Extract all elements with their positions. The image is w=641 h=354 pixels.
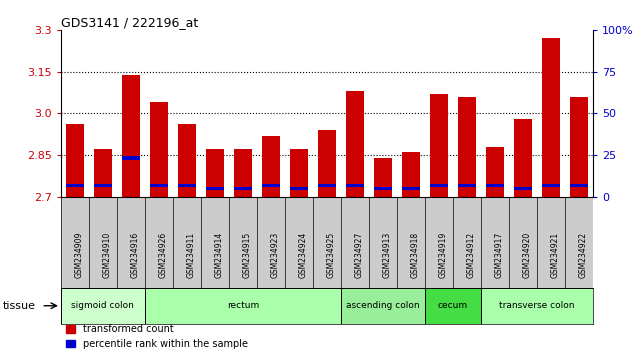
Legend: transformed count, percentile rank within the sample: transformed count, percentile rank withi…	[66, 324, 248, 349]
Text: GSM234920: GSM234920	[523, 232, 532, 279]
Text: tissue: tissue	[3, 301, 36, 311]
Text: GSM234921: GSM234921	[551, 232, 560, 279]
Text: GSM234912: GSM234912	[467, 232, 476, 279]
Bar	[318, 184, 336, 187]
Bar	[374, 158, 392, 197]
Bar	[290, 187, 308, 190]
Text: GSM234923: GSM234923	[271, 232, 280, 279]
Text: GSM234910: GSM234910	[103, 232, 112, 279]
Bar	[122, 156, 140, 160]
Bar	[122, 74, 140, 197]
Bar	[206, 149, 224, 197]
Bar	[486, 147, 504, 197]
Text: GSM234914: GSM234914	[215, 232, 224, 279]
Bar	[514, 119, 532, 197]
Bar	[430, 184, 448, 187]
Bar	[94, 184, 112, 187]
Bar	[290, 149, 308, 197]
Bar	[318, 130, 336, 197]
Bar	[486, 184, 504, 187]
Bar	[430, 94, 448, 197]
Bar	[234, 187, 252, 190]
Text: GSM234915: GSM234915	[243, 232, 252, 279]
Text: GSM234925: GSM234925	[327, 232, 336, 279]
Text: GSM234922: GSM234922	[579, 232, 588, 279]
Bar	[341, 287, 425, 324]
Bar	[425, 287, 481, 324]
Bar	[94, 149, 112, 197]
Bar	[458, 97, 476, 197]
Bar	[374, 187, 392, 190]
Text: cecum: cecum	[438, 301, 468, 310]
Text: GSM234911: GSM234911	[187, 232, 196, 279]
Text: GSM234917: GSM234917	[495, 232, 504, 279]
Bar	[150, 184, 168, 187]
Text: GDS3141 / 222196_at: GDS3141 / 222196_at	[61, 16, 198, 29]
Text: GSM234909: GSM234909	[75, 232, 84, 279]
Bar	[150, 102, 168, 197]
Bar	[514, 187, 532, 190]
Bar	[570, 184, 588, 187]
Text: transverse colon: transverse colon	[499, 301, 575, 310]
Bar	[145, 287, 341, 324]
Bar	[402, 152, 420, 197]
Text: GSM234918: GSM234918	[411, 232, 420, 279]
Bar	[345, 91, 364, 197]
Bar	[66, 184, 84, 187]
Bar	[234, 149, 252, 197]
Bar	[481, 287, 593, 324]
Bar	[570, 97, 588, 197]
Text: ascending colon: ascending colon	[346, 301, 420, 310]
Bar	[262, 184, 280, 187]
Bar	[61, 287, 145, 324]
Text: GSM234919: GSM234919	[439, 232, 448, 279]
Bar	[66, 125, 84, 197]
Bar	[458, 184, 476, 187]
Text: GSM234927: GSM234927	[355, 232, 364, 279]
Text: GSM234924: GSM234924	[299, 232, 308, 279]
Bar	[178, 184, 196, 187]
Bar	[542, 39, 560, 197]
Text: rectum: rectum	[227, 301, 259, 310]
Bar	[206, 187, 224, 190]
Bar	[262, 136, 280, 197]
Bar	[542, 184, 560, 187]
Text: GSM234916: GSM234916	[131, 232, 140, 279]
Bar	[402, 187, 420, 190]
Text: sigmoid colon: sigmoid colon	[71, 301, 135, 310]
Text: GSM234926: GSM234926	[159, 232, 168, 279]
Text: GSM234913: GSM234913	[383, 232, 392, 279]
Bar	[345, 184, 364, 187]
Bar	[178, 125, 196, 197]
